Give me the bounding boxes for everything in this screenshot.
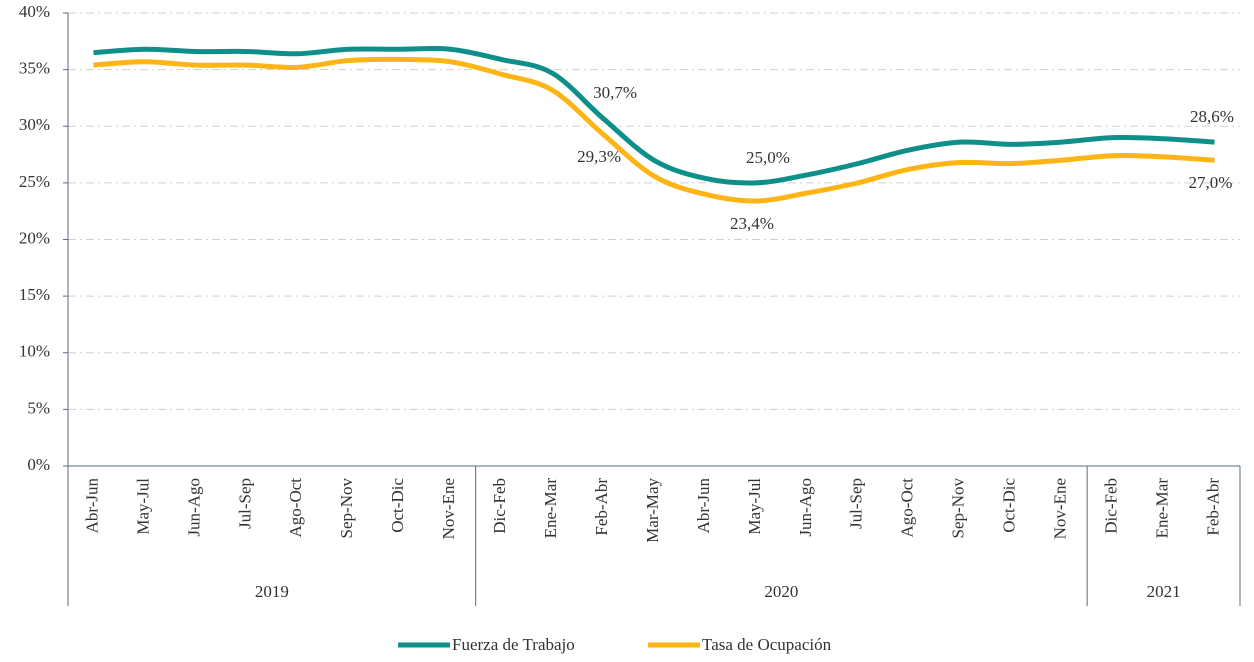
series-line	[93, 45, 1215, 186]
series-line	[93, 56, 1215, 204]
y-tick-label: 15%	[19, 285, 50, 304]
data-label: 28,6%	[1190, 107, 1234, 126]
y-tick-label: 5%	[27, 398, 50, 417]
x-tick-label: Jun-Ago	[184, 478, 203, 537]
x-tick-label: Feb-Abr	[592, 478, 611, 536]
x-tick-label: Jun-Ago	[796, 478, 815, 537]
x-tick-label: Oct-Dic	[388, 478, 407, 533]
x-tick-label: Jul-Sep	[847, 478, 866, 529]
x-tick-label: Ene-Mar	[541, 478, 560, 539]
x-tick-label: May-Jul	[133, 478, 152, 535]
x-tick-label: Jul-Sep	[235, 478, 254, 529]
group-label: 2019	[255, 582, 289, 601]
x-tick-label: Abr-Jun	[694, 478, 713, 534]
y-tick-label: 40%	[19, 2, 50, 21]
x-tick-label: Oct-Dic	[1000, 478, 1019, 533]
data-label: 30,7%	[593, 83, 637, 102]
legend-label: Tasa de Ocupación	[702, 635, 832, 654]
x-tick-label: Feb-Abr	[1203, 478, 1222, 536]
y-tick-label: 30%	[19, 115, 50, 134]
x-tick-label: Dic-Feb	[1102, 478, 1121, 534]
x-tick-label: May-Jul	[745, 478, 764, 535]
x-tick-label: Abr-Jun	[82, 478, 101, 534]
x-tick-label: Nov-Ene	[1051, 478, 1070, 539]
legend-label: Fuerza de Trabajo	[452, 635, 575, 654]
y-tick-label: 0%	[27, 455, 50, 474]
y-tick-label: 35%	[19, 59, 50, 78]
x-tick-label: Sep-Nov	[337, 478, 356, 539]
group-label: 2020	[764, 582, 798, 601]
y-tick-label: 10%	[19, 342, 50, 361]
x-tick-label: Dic-Feb	[490, 478, 509, 534]
x-tick-label: Nov-Ene	[439, 478, 458, 539]
x-tick-label: Sep-Nov	[949, 478, 968, 539]
group-label: 2021	[1147, 582, 1181, 601]
x-tick-label: Ago-Oct	[898, 478, 917, 538]
x-tick-label: Ago-Oct	[286, 478, 305, 538]
y-tick-label: 20%	[19, 228, 50, 247]
data-label: 27,0%	[1189, 173, 1233, 192]
x-tick-label: Mar-May	[643, 478, 662, 543]
data-label: 25,0%	[746, 148, 790, 167]
y-tick-label: 25%	[19, 172, 50, 191]
x-tick-label: Ene-Mar	[1152, 478, 1171, 539]
data-label: 23,4%	[730, 214, 774, 233]
data-label: 29,3%	[577, 147, 621, 166]
